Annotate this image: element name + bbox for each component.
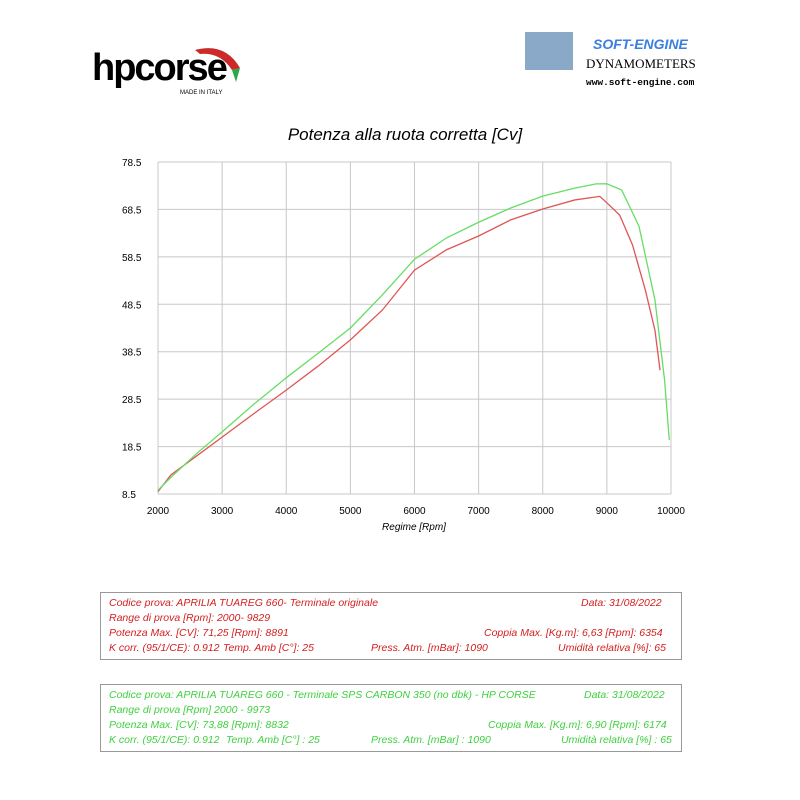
x-tick-label: 10000 <box>657 506 685 517</box>
info-text: Data: 31/08/2022 <box>584 689 665 701</box>
info-text: Umidità relativa [%] : 65 <box>561 734 672 746</box>
info-text: Temp. Amb [C°] : 25 <box>226 734 320 746</box>
x-tick-label: 2000 <box>147 506 170 517</box>
y-tick-label: 28.5 <box>122 395 142 406</box>
logo-swoosh <box>195 48 240 70</box>
info-text: Press. Atm. [mBar]: 1090 <box>371 642 488 654</box>
y-tick-label: 38.5 <box>122 348 142 359</box>
power-curve <box>157 183 670 491</box>
y-tick-label: 8.5 <box>122 490 136 501</box>
info-box: Codice prova: APRILIA TUAREG 660 - Termi… <box>100 684 682 752</box>
info-text: Potenza Max. [CV]: 71,25 [Rpm]: 8891 <box>109 627 289 639</box>
x-tick-label: 5000 <box>339 506 362 517</box>
info-text: Temp. Amb [C°]: 25 <box>223 642 314 654</box>
x-tick-label: 9000 <box>596 506 619 517</box>
info-text: Range di prova [Rpm] 2000 - 9973 <box>109 704 271 716</box>
dyno-logo <box>525 32 573 70</box>
chart: hpcorse MADE IN ITALY SOFT-ENGINE DYNAMO… <box>92 32 696 533</box>
info-text: Codice prova: APRILIA TUAREG 660- Termin… <box>109 597 379 609</box>
info-text: Codice prova: APRILIA TUAREG 660 - Termi… <box>109 689 536 701</box>
info-text: Data: 31/08/2022 <box>581 597 662 609</box>
y-tick-label: 18.5 <box>122 443 142 454</box>
info-text: Coppia Max. [Kg.m]: 6,63 [Rpm]: 6354 <box>484 627 663 639</box>
y-tick-label: 68.5 <box>122 205 142 216</box>
x-tick-label: 4000 <box>275 506 298 517</box>
y-tick-label: 48.5 <box>122 300 142 311</box>
info-box: Codice prova: APRILIA TUAREG 660- Termin… <box>100 592 682 660</box>
power-curve <box>157 195 661 493</box>
info-text: K corr. (95/1/CE): 0.912 <box>109 734 220 746</box>
dyno-url: www.soft-engine.com <box>586 77 695 88</box>
brand-logo: hpcorse <box>92 47 227 89</box>
info-text: Umidità relativa [%]: 65 <box>558 642 666 654</box>
dyno-title: DYNAMOMETERS <box>586 56 696 71</box>
x-axis-label: Regime [Rpm] <box>382 522 446 533</box>
x-tick-label: 3000 <box>211 506 234 517</box>
x-tick-label: 8000 <box>532 506 555 517</box>
dyno-brand: SOFT-ENGINE <box>593 36 689 52</box>
logo-swoosh <box>232 68 240 82</box>
info-text: Press. Atm. [mBar] : 1090 <box>371 734 491 746</box>
info-text: Range di prova [Rpm]: 2000- 9829 <box>109 612 271 624</box>
y-tick-label: 58.5 <box>122 253 142 264</box>
info-text: Potenza Max. [CV]: 73,88 [Rpm]: 8832 <box>109 719 289 731</box>
info-text: K corr. (95/1/CE): 0.912 <box>109 642 220 654</box>
y-tick-label: 78.5 <box>122 158 142 169</box>
chart-title: Potenza alla ruota corretta [Cv] <box>288 125 524 144</box>
info-text: Coppia Max. [Kg.m]: 6,90 [Rpm]: 6174 <box>488 719 667 731</box>
x-tick-label: 6000 <box>403 506 426 517</box>
x-tick-label: 7000 <box>468 506 491 517</box>
brand-note: MADE IN ITALY <box>180 90 222 96</box>
